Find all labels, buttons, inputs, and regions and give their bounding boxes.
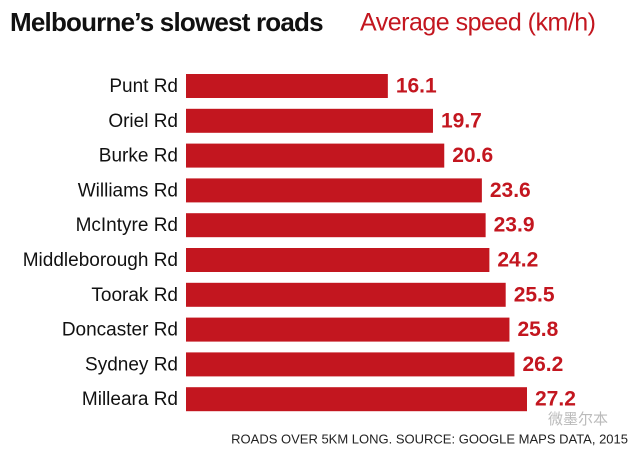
chart-title: Melbourne’s slowest roads — [10, 7, 323, 37]
bar — [186, 352, 515, 377]
y-tick-label: Toorak Rd — [91, 285, 178, 306]
chart-subtitle: Average speed (km/h) — [360, 9, 596, 37]
bar — [186, 248, 490, 272]
value-label: 24.2 — [497, 249, 538, 272]
y-tick-label: Doncaster Rd — [62, 320, 178, 341]
y-tick-label: Burke Rd — [99, 146, 178, 167]
value-label: 27.2 — [535, 388, 576, 411]
bar — [186, 213, 486, 238]
bar — [186, 317, 510, 342]
bar — [186, 143, 445, 168]
value-label: 16.1 — [396, 75, 437, 98]
value-label: 23.6 — [490, 179, 531, 202]
bar — [186, 108, 433, 133]
value-label: 25.8 — [517, 318, 558, 341]
value-label: 20.6 — [452, 144, 493, 167]
footnote: ROADS OVER 5KM LONG. SOURCE: GOOGLE MAPS… — [231, 431, 628, 446]
bar — [186, 282, 506, 307]
y-tick-label: Milleara Rd — [82, 389, 178, 410]
y-tick-label: Punt Rd — [109, 76, 178, 97]
value-label: 19.7 — [441, 109, 482, 132]
value-label: 25.5 — [514, 283, 555, 306]
bar — [186, 387, 527, 412]
value-label: 26.2 — [522, 353, 563, 376]
y-tick-label: McIntyre Rd — [76, 215, 178, 236]
y-tick-label: Williams Rd — [78, 180, 178, 201]
y-tick-label: Middleborough Rd — [23, 250, 178, 271]
bar — [186, 178, 482, 203]
watermark: 微墨尔本 — [548, 411, 608, 428]
bar — [186, 74, 388, 98]
y-tick-label: Sydney Rd — [85, 354, 178, 375]
value-label: 23.9 — [494, 214, 535, 237]
y-tick-label: Oriel Rd — [108, 111, 178, 132]
